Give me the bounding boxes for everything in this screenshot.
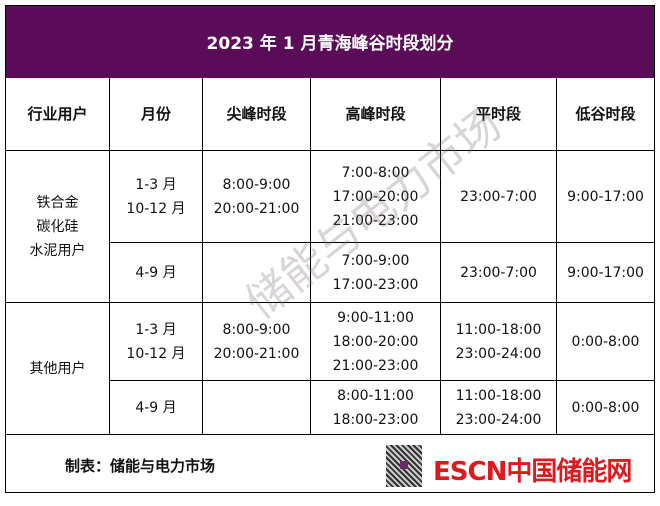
cell-line: 铁合金	[36, 194, 79, 211]
valley-cell: 0:00-8:00	[557, 303, 655, 381]
user-type-cell: 其他用户	[5, 303, 110, 435]
escn-logo: ESCN中国储能网	[433, 457, 632, 487]
peak-cell: 8:00-11:00 18:00-23:00	[311, 381, 441, 435]
cell-line: 18:00-20:00	[332, 333, 419, 350]
cell-line: 1-3 月	[135, 321, 177, 338]
cell-line: 20:00-21:00	[213, 345, 300, 362]
months-cell: 4-9 月	[110, 381, 203, 435]
cell-line: 7:00-8:00	[341, 164, 410, 181]
cell-line: 9:00-17:00	[567, 264, 644, 281]
header-cell: 平时段	[441, 78, 557, 151]
cell-line: 8:00-9:00	[222, 321, 291, 338]
cell-line: 4-9 月	[135, 399, 177, 416]
cell-line: 4-9 月	[135, 264, 177, 281]
cell-line: 7:00-9:00	[341, 252, 410, 269]
cell-line: 尖峰时段	[226, 105, 287, 123]
cell-line: 8:00-9:00	[222, 176, 291, 193]
header-cell: 高峰时段	[311, 78, 441, 151]
cell-line: 高峰时段	[345, 105, 406, 123]
cell-line: 碳化硅	[36, 218, 79, 235]
cell-line: 低谷时段	[575, 105, 636, 123]
peak-cell: 9:00-11:00 18:00-20:00 21:00-23:00	[311, 303, 441, 381]
table-title: 2023 年 1 月青海峰谷时段划分	[5, 5, 655, 78]
cell-line: 18:00-23:00	[332, 411, 419, 428]
cell-line: 11:00-18:00	[455, 387, 542, 404]
cell-line: 1-3 月	[135, 176, 177, 193]
valley-cell: 0:00-8:00	[557, 381, 655, 435]
months-cell: 1-3 月 10-12 月	[110, 151, 203, 243]
valley-cell: 9:00-17:00	[557, 243, 655, 303]
cell-line: 行业用户	[27, 105, 88, 123]
sharp-peak-cell	[203, 243, 311, 303]
months-cell: 4-9 月	[110, 243, 203, 303]
cell-line: 0:00-8:00	[571, 333, 640, 350]
header-cell: 行业用户	[5, 78, 110, 151]
cell-line: 21:00-23:00	[332, 357, 419, 374]
months-cell: 1-3 月 10-12 月	[110, 303, 203, 381]
peak-cell: 7:00-9:00 17:00-23:00	[311, 243, 441, 303]
cell-line: 20:00-21:00	[213, 200, 300, 217]
flat-cell: 11:00-18:00 23:00-24:00	[441, 381, 557, 435]
cell-line: 9:00-17:00	[567, 188, 644, 205]
cell-line: 23:00-7:00	[460, 188, 537, 205]
table-footer: 制表：储能与电力市场 ESCN中国储能网	[5, 435, 655, 493]
sharp-peak-cell	[203, 381, 311, 435]
cell-line: 11:00-18:00	[455, 321, 542, 338]
cell-line: 21:00-23:00	[332, 212, 419, 229]
flat-cell: 23:00-7:00	[441, 151, 557, 243]
qr-code-icon	[386, 445, 422, 487]
cell-line: 9:00-11:00	[337, 309, 414, 326]
cell-line: 平时段	[475, 105, 521, 123]
credit-text: 制表：储能与电力市场	[65, 457, 216, 475]
cell-line: 0:00-8:00	[571, 399, 640, 416]
sharp-peak-cell: 8:00-9:00 20:00-21:00	[203, 151, 311, 243]
valley-cell: 9:00-17:00	[557, 151, 655, 243]
cell-line: 其他用户	[29, 360, 86, 377]
flat-cell: 23:00-7:00	[441, 243, 557, 303]
cell-line: 月份	[140, 105, 171, 123]
sharp-peak-cell: 8:00-9:00 20:00-21:00	[203, 303, 311, 381]
flat-cell: 11:00-18:00 23:00-24:00	[441, 303, 557, 381]
cell-line: 10-12 月	[126, 200, 186, 217]
cell-line: 10-12 月	[126, 345, 186, 362]
peak-cell: 7:00-8:00 17:00-20:00 21:00-23:00	[311, 151, 441, 243]
cell-line: 17:00-20:00	[332, 188, 419, 205]
cell-line: 水泥用户	[29, 242, 86, 259]
header-cell: 月份	[110, 78, 203, 151]
cell-line: 8:00-11:00	[337, 387, 414, 404]
user-type-cell: 铁合金碳化硅水泥用户	[5, 151, 110, 303]
cell-line: 23:00-24:00	[455, 345, 542, 362]
header-cell: 尖峰时段	[203, 78, 311, 151]
cell-line: 17:00-23:00	[332, 276, 419, 293]
header-cell: 低谷时段	[557, 78, 655, 151]
cell-line: 23:00-7:00	[460, 264, 537, 281]
cell-line: 23:00-24:00	[455, 411, 542, 428]
